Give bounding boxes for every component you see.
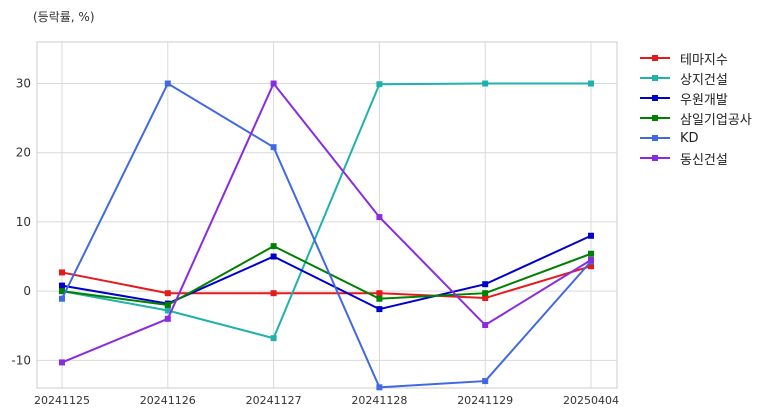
plot-frame: [36, 41, 618, 389]
series-line: [61, 265, 592, 300]
y-tick-label: -10: [11, 353, 31, 367]
series-marker: [164, 301, 171, 308]
series-marker: [270, 253, 277, 260]
series-marker: [376, 306, 383, 313]
legend-label: KD: [680, 130, 699, 146]
legend-swatch: [640, 112, 670, 124]
x-tick-label: 20241128: [351, 394, 407, 407]
series-marker: [164, 80, 171, 87]
y-tick-label: 10: [16, 215, 31, 229]
series-marker: [164, 307, 171, 314]
legend-label: 삼일기업공사: [680, 112, 752, 128]
series-marker: [270, 243, 277, 250]
legend-swatch: [640, 52, 670, 64]
series-line: [61, 82, 592, 389]
y-unit-label: (등락률, %): [33, 10, 95, 24]
series-marker: [270, 290, 277, 297]
legend-item: 상지건설: [640, 68, 752, 88]
y-tick-label: 20: [16, 146, 31, 160]
series-line: [61, 245, 592, 306]
series-line: [61, 81, 592, 364]
legend-marker: [652, 155, 658, 161]
x-tick-label: 20241129: [457, 394, 513, 407]
legend-swatch: [640, 72, 670, 84]
series-marker: [59, 359, 65, 366]
legend-swatch: [640, 92, 670, 104]
series-marker: [270, 335, 277, 342]
legend-item: 삼일기업공사: [640, 108, 752, 128]
series-marker: [482, 290, 489, 297]
series-marker: [588, 250, 594, 257]
series-marker: [482, 295, 489, 302]
legend-marker: [652, 115, 658, 121]
legend-label: 상지건설: [680, 72, 728, 88]
series-marker: [482, 322, 489, 329]
series-marker: [588, 232, 594, 239]
series-line: [61, 82, 591, 340]
x-tick-label: 20241126: [140, 394, 196, 407]
legend-marker: [652, 55, 658, 61]
legend-item: 테마지수: [640, 48, 752, 68]
legend-label: 동신건설: [680, 152, 728, 168]
series-marker: [164, 315, 171, 322]
legend-marker: [652, 75, 658, 81]
series-marker: [376, 290, 383, 297]
y-tick-label: 30: [16, 77, 31, 91]
legend-item: KD: [640, 128, 752, 148]
legend-item: 동신건설: [640, 148, 752, 168]
series-marker: [59, 269, 65, 276]
legend-label: 우원개발: [680, 92, 728, 108]
series-marker: [376, 384, 383, 391]
series-marker: [270, 144, 277, 151]
series-marker: [59, 282, 65, 289]
series-marker: [376, 214, 383, 221]
legend-marker: [652, 135, 658, 141]
series-marker: [164, 290, 171, 297]
series-marker: [482, 378, 489, 385]
x-tick-label: 20241125: [34, 394, 90, 407]
series-marker: [376, 295, 383, 302]
legend-label: 테마지수: [680, 52, 728, 68]
series-marker: [588, 263, 594, 270]
legend-marker: [652, 95, 658, 101]
x-tick-label: 20241127: [246, 394, 302, 407]
legend-item: 우원개발: [640, 88, 752, 108]
legend-swatch: [640, 132, 670, 144]
series-marker: [482, 281, 489, 288]
y-tick-label: 0: [23, 284, 31, 298]
series-line: [61, 234, 592, 311]
x-tick-label: 20250404: [563, 394, 619, 407]
series-marker: [59, 295, 65, 302]
series-marker: [588, 256, 594, 263]
series-marker: [270, 80, 277, 87]
legend-swatch: [640, 152, 670, 164]
series-marker: [482, 80, 489, 87]
series-marker: [59, 288, 65, 295]
series-marker: [376, 81, 383, 88]
series-marker: [588, 80, 594, 87]
